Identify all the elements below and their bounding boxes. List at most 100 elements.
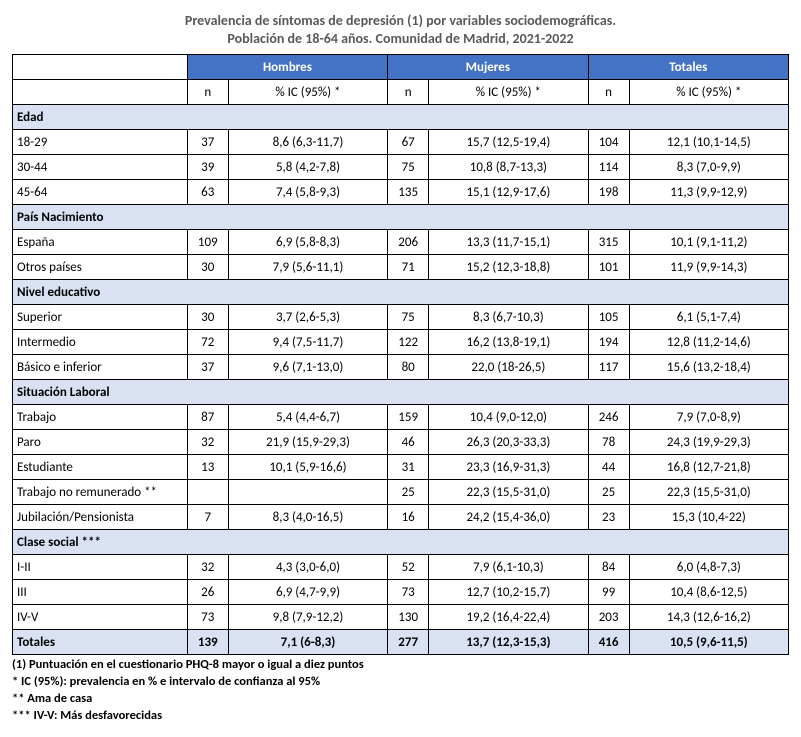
cell-h-n: 37 (187, 355, 228, 380)
header-blank (13, 55, 188, 80)
cell-h-n: 37 (187, 130, 228, 155)
cell-m-pct: 16,2 (13,8-19,1) (429, 330, 588, 355)
cell-m-pct: 15,7 (12,5-19,4) (429, 130, 588, 155)
table-title: Prevalencia de síntomas de depresión (1)… (12, 12, 789, 48)
cell-m-pct: 19,2 (16,4-22,4) (429, 605, 588, 630)
cell-t-pct: 12,8 (11,2-14,6) (629, 330, 788, 355)
row-label: IV-V (13, 605, 188, 630)
row-label: Superior (13, 305, 188, 330)
row-label: Jubilación/Pensionista (13, 505, 188, 530)
cell-h-pct: 4,3 (3,0-6,0) (228, 555, 387, 580)
cell-h-n: 39 (187, 155, 228, 180)
cell-h-n: 73 (187, 605, 228, 630)
cell-h-n: 7 (187, 505, 228, 530)
cell-m-pct: 10,8 (8,7-13,3) (429, 155, 588, 180)
cell-h-pct: 5,4 (4,4-6,7) (228, 405, 387, 430)
header-mujeres: Mujeres (388, 55, 588, 80)
row-label: Trabajo (13, 405, 188, 430)
cell-t-n: 194 (588, 330, 629, 355)
cell-h-n: 32 (187, 430, 228, 455)
cell-t-pct: 16,8 (12,7-21,8) (629, 455, 788, 480)
cell-m-pct: 23,3 (16,9-31,3) (429, 455, 588, 480)
header-totales: Totales (588, 55, 788, 80)
cell-m-n: 80 (388, 355, 429, 380)
row-label: Otros países (13, 255, 188, 280)
table-row: Estudiante1310,1 (5,9-16,6)3123,3 (16,9-… (13, 455, 789, 480)
table-row: IV-V739,8 (7,9-12,2)13019,2 (16,4-22,4)2… (13, 605, 789, 630)
cell-t-n: 23 (588, 505, 629, 530)
totals-t-n: 416 (588, 630, 629, 655)
row-label: Estudiante (13, 455, 188, 480)
header-sub-blank (13, 80, 188, 105)
table-row: Trabajo875,4 (4,4-6,7)15910,4 (9,0-12,0)… (13, 405, 789, 430)
cell-h-pct: 6,9 (4,7-9,9) (228, 580, 387, 605)
cell-t-n: 117 (588, 355, 629, 380)
cell-t-pct: 12,1 (10,1-14,5) (629, 130, 788, 155)
cell-h-n (187, 480, 228, 505)
table-row: 18-29378,6 (6,3-11,7)6715,7 (12,5-19,4)1… (13, 130, 789, 155)
cell-t-pct: 6,1 (5,1-7,4) (629, 305, 788, 330)
table-row: Básico e inferior379,6 (7,1-13,0)8022,0 … (13, 355, 789, 380)
cell-m-n: 31 (388, 455, 429, 480)
cell-m-n: 67 (388, 130, 429, 155)
row-label: Básico e inferior (13, 355, 188, 380)
totals-t-pct: 10,5 (9,6-11,5) (629, 630, 788, 655)
row-label: Trabajo no remunerado ** (13, 480, 188, 505)
table-row: 30-44395,8 (4,2-7,8)7510,8 (8,7-13,3)114… (13, 155, 789, 180)
cell-t-n: 25 (588, 480, 629, 505)
cell-m-pct: 15,2 (12,3-18,8) (429, 255, 588, 280)
cell-t-pct: 8,3 (7,0-9,9) (629, 155, 788, 180)
header-h-n: n (187, 80, 228, 105)
section-label: Clase social *** (13, 530, 789, 555)
cell-t-n: 114 (588, 155, 629, 180)
footnotes: (1) Puntuación en el cuestionario PHQ-8 … (12, 657, 789, 725)
cell-m-pct: 12,7 (10,2-15,7) (429, 580, 588, 605)
cell-m-n: 130 (388, 605, 429, 630)
totals-m-n: 277 (388, 630, 429, 655)
cell-t-n: 84 (588, 555, 629, 580)
cell-t-pct: 11,3 (9,9-12,9) (629, 180, 788, 205)
cell-m-n: 52 (388, 555, 429, 580)
cell-m-pct: 22,0 (18-26,5) (429, 355, 588, 380)
header-row-sub: n % IC (95%) * n % IC (95%) * n % IC (95… (13, 80, 789, 105)
section-label: Nivel educativo (13, 280, 789, 305)
cell-h-pct: 21,9 (15,9-29,3) (228, 430, 387, 455)
cell-m-pct: 22,3 (15,5-31,0) (429, 480, 588, 505)
cell-h-n: 30 (187, 305, 228, 330)
cell-m-pct: 7,9 (6,1-10,3) (429, 555, 588, 580)
header-row-groups: Hombres Mujeres Totales (13, 55, 789, 80)
header-t-n: n (588, 80, 629, 105)
cell-m-n: 75 (388, 155, 429, 180)
header-m-n: n (388, 80, 429, 105)
table-row: Trabajo no remunerado **2522,3 (15,5-31,… (13, 480, 789, 505)
header-t-pct: % IC (95%) * (629, 80, 788, 105)
cell-m-n: 25 (388, 480, 429, 505)
title-line-2: Población de 18-64 años. Comunidad de Ma… (227, 30, 573, 47)
section-row: Nivel educativo (13, 280, 789, 305)
cell-m-pct: 26,3 (20,3-33,3) (429, 430, 588, 455)
cell-m-n: 73 (388, 580, 429, 605)
cell-h-n: 63 (187, 180, 228, 205)
row-label: 45-64 (13, 180, 188, 205)
totals-h-n: 139 (187, 630, 228, 655)
cell-t-pct: 10,1 (9,1-11,2) (629, 230, 788, 255)
row-label: Paro (13, 430, 188, 455)
cell-m-pct: 10,4 (9,0-12,0) (429, 405, 588, 430)
cell-t-n: 203 (588, 605, 629, 630)
cell-t-n: 246 (588, 405, 629, 430)
table-row: 45-64637,4 (5,8-9,3)13515,1 (12,9-17,6)1… (13, 180, 789, 205)
cell-h-n: 26 (187, 580, 228, 605)
cell-h-pct: 7,9 (5,6-11,1) (228, 255, 387, 280)
cell-t-pct: 22,3 (15,5-31,0) (629, 480, 788, 505)
cell-t-n: 198 (588, 180, 629, 205)
cell-h-n: 32 (187, 555, 228, 580)
cell-h-n: 87 (187, 405, 228, 430)
table-row: Jubilación/Pensionista78,3 (4,0-16,5)162… (13, 505, 789, 530)
cell-h-pct: 5,8 (4,2-7,8) (228, 155, 387, 180)
cell-t-pct: 15,3 (10,4-22) (629, 505, 788, 530)
totals-row: Totales1397,1 (6-8,3)27713,7 (12,3-15,3)… (13, 630, 789, 655)
row-label: 18-29 (13, 130, 188, 155)
cell-m-n: 135 (388, 180, 429, 205)
cell-t-n: 44 (588, 455, 629, 480)
cell-m-n: 159 (388, 405, 429, 430)
